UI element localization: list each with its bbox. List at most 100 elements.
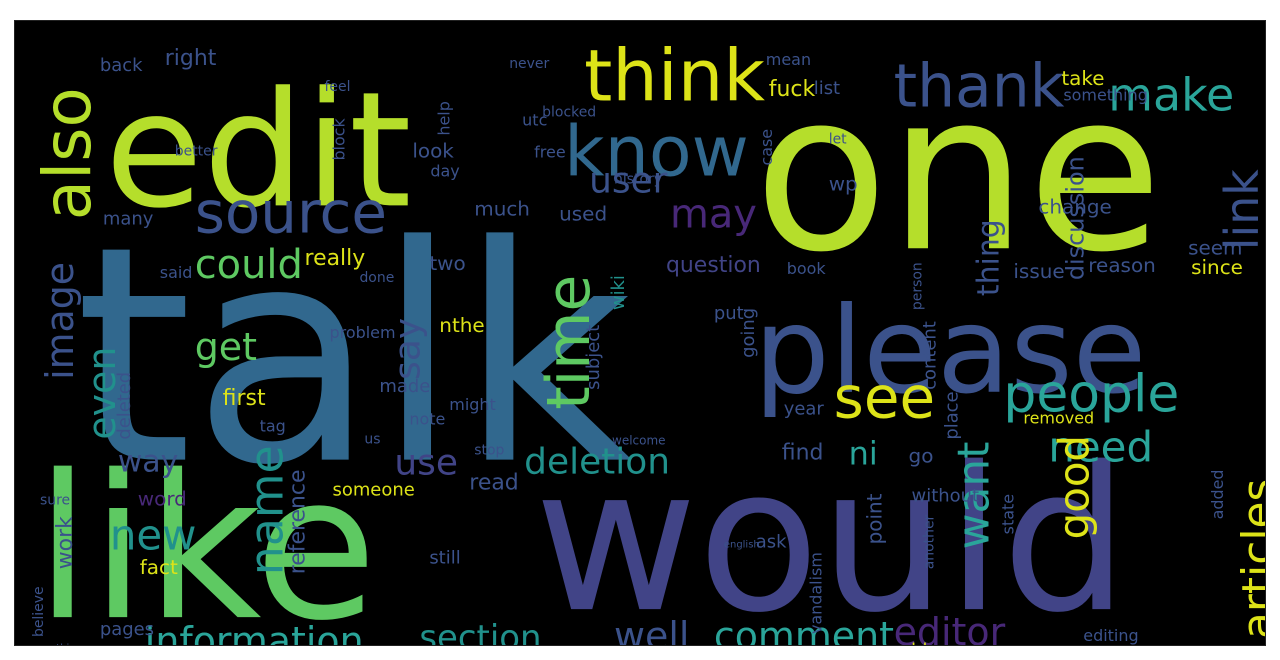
word-much: much <box>474 196 530 220</box>
word-year: year <box>784 399 825 420</box>
word-also: also <box>29 87 106 220</box>
word-never: never <box>509 56 549 72</box>
word-case: case <box>757 129 776 166</box>
word-user: user <box>589 160 668 201</box>
word-issue: issue <box>1013 259 1064 283</box>
word-english: english <box>724 539 760 550</box>
word-note: note <box>409 410 445 429</box>
word-book: book <box>787 259 827 278</box>
word-history: history <box>614 171 662 187</box>
word-change: change <box>1038 194 1111 218</box>
word-comment: comment <box>714 614 894 645</box>
word-wiki: wiki <box>608 275 629 310</box>
word-reason: reason <box>1088 253 1156 277</box>
word-content: content <box>920 321 941 390</box>
word-really: really <box>305 246 366 271</box>
word-anything: anything <box>38 643 82 645</box>
word-day: day <box>430 162 459 181</box>
word-may: may <box>670 191 757 237</box>
word-better: better <box>175 144 218 160</box>
word-state: state <box>998 494 1017 534</box>
word-see: see <box>834 364 935 432</box>
word-get: get <box>195 325 257 369</box>
word-since: since <box>1191 255 1243 279</box>
word-two: two <box>429 251 465 275</box>
word-editing: editing <box>1083 626 1138 645</box>
word-let: let <box>829 132 847 148</box>
word-deleted: deleted <box>114 372 135 440</box>
word-without: without <box>912 485 979 506</box>
word-find: find <box>782 441 824 466</box>
word-might: might <box>449 395 496 414</box>
word-good: good <box>1049 435 1098 539</box>
word-free: free <box>534 143 565 162</box>
word-help: help <box>434 101 453 135</box>
word-way: way <box>118 445 179 480</box>
word-link: link <box>1215 169 1265 251</box>
wordcloud-frame: talk would one like edit please know think sourc… <box>14 20 1266 646</box>
word-subject: subject <box>583 325 604 390</box>
word-question: question <box>666 253 761 278</box>
word-word: word <box>138 486 187 510</box>
word-wp: wp <box>829 171 858 195</box>
word-mean: mean <box>766 50 811 69</box>
word-read: read <box>469 471 518 496</box>
word-go: go <box>909 444 934 468</box>
word-information: information <box>145 619 364 645</box>
word-add: add <box>894 640 928 645</box>
word-would: would <box>534 425 1128 645</box>
word-sure: sure <box>40 492 70 508</box>
word-articles: articles <box>1233 479 1265 639</box>
word-said: said <box>160 263 193 282</box>
word-something: something <box>1063 86 1148 105</box>
word-editor: editor <box>894 610 1006 645</box>
word-fact: fact <box>140 555 178 579</box>
word-done: done <box>359 270 394 286</box>
word-name: name <box>240 445 294 575</box>
word-tag: tag <box>260 417 286 436</box>
word-welcome: welcome <box>612 434 665 448</box>
word-block: block <box>329 117 348 160</box>
word-many: many <box>103 208 154 229</box>
word-please: please <box>754 282 1147 421</box>
wordcloud-background <box>15 21 1265 645</box>
word-source: source <box>195 178 387 246</box>
word-ni: ni <box>849 435 878 473</box>
word-reference: reference <box>286 470 311 575</box>
word-like: like <box>35 433 377 645</box>
word-nthe: nthe <box>439 313 484 337</box>
word-person: person <box>910 262 926 310</box>
word-place: place <box>941 391 962 439</box>
word-stop: stop <box>474 443 504 459</box>
word-want: want <box>948 442 999 550</box>
word-think: think <box>584 34 765 118</box>
word-image: image <box>38 262 82 380</box>
word-removed: removed <box>1023 409 1094 428</box>
word-made: made <box>379 376 430 397</box>
word-pages: pages <box>100 619 154 640</box>
word-used: used <box>559 201 607 225</box>
word-problem: problem <box>329 323 395 342</box>
word-people: people <box>1003 365 1179 425</box>
word-thank: thank <box>894 52 1065 122</box>
word-first: first <box>223 386 266 411</box>
word-us: us <box>364 432 380 448</box>
word-take: take <box>1061 66 1104 90</box>
word-put: put <box>714 303 744 324</box>
word-list: list <box>814 78 840 99</box>
word-utc: utc <box>522 111 547 130</box>
word-thing: thing <box>971 219 1006 296</box>
word-believe: believe <box>31 586 47 637</box>
word-could: could <box>195 242 303 288</box>
word-even: even <box>80 347 124 440</box>
word-seem: seem <box>1188 235 1242 259</box>
word-know: know <box>564 112 749 193</box>
word-added: added <box>1208 469 1227 519</box>
word-someone: someone <box>332 479 414 500</box>
word-look: look <box>412 139 454 163</box>
word-still: still <box>429 547 460 568</box>
word-blocked: blocked <box>542 105 596 121</box>
word-time: time <box>534 275 604 410</box>
word-make: make <box>1108 68 1234 122</box>
word-one: one <box>754 44 1163 300</box>
